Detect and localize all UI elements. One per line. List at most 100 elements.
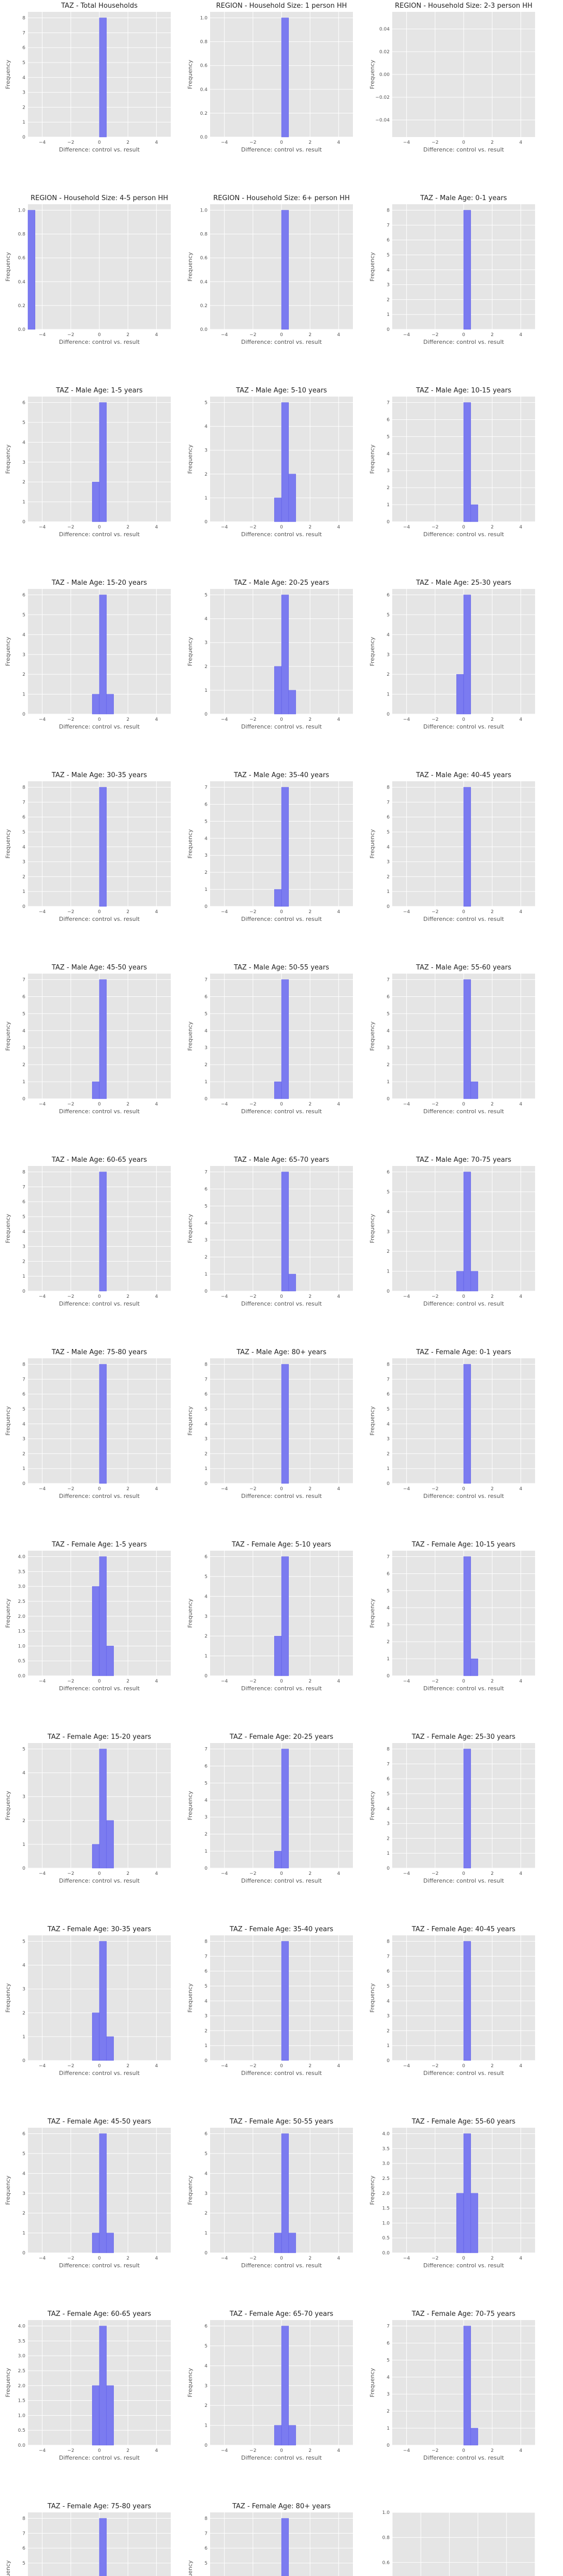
histogram-panel-40: TAZ - Female Age: 80+ years−4−2024012345… <box>187 2503 353 2576</box>
histogram-bar <box>99 2518 107 2576</box>
y-tick-label: 2 <box>204 1451 208 1457</box>
x-tick-label: −2 <box>432 332 438 338</box>
x-tick-label: −4 <box>39 1102 46 1107</box>
histogram-bar <box>99 1749 107 1869</box>
chart-title: TAZ - Male Age: 25-30 years <box>416 579 511 587</box>
y-axis-label: Frequency <box>187 637 194 666</box>
y-tick-label: 4 <box>387 451 390 457</box>
histogram-panel-31: TAZ - Female Age: 35-40 years −4 −2 0 2 4 0 1 2 3… <box>187 1926 353 2077</box>
x-tick-label: −2 <box>249 1487 256 1492</box>
y-tick-label: 0.8 <box>18 232 26 237</box>
x-tick-label: 0 <box>462 2064 465 2069</box>
histogram-panel-21: TAZ - Male Age: 75-80 years −4 −2 0 2 4 0 1 2 3 4 5… <box>5 1348 171 1499</box>
x-tick-label: 0 <box>98 1294 101 1299</box>
y-tick-label: 0.02 <box>379 50 390 55</box>
y-tick-label: 0 <box>204 2443 208 2448</box>
x-axis-label: Difference: control vs. result <box>423 1493 505 1499</box>
x-tick-label: 4 <box>520 1294 523 1299</box>
y-tick-label: 8 <box>22 785 25 791</box>
histogram-bar <box>463 210 471 330</box>
x-tick-label: 0 <box>280 717 283 722</box>
histogram-panel-7: TAZ - Male Age: 5-10 years −4 −2 0 2 4 0 1 2 3 4 5 D… <box>187 387 353 538</box>
x-axis-label: Difference: control vs. result <box>59 2262 140 2269</box>
x-tick-label: 2 <box>491 717 494 722</box>
y-tick-label: 4 <box>22 845 25 850</box>
histogram-bar <box>99 402 107 522</box>
y-tick-label: 2 <box>204 472 208 477</box>
y-axis-label: Frequency <box>187 59 194 89</box>
y-axis-label: Frequency <box>5 444 11 474</box>
y-tick-label: 5 <box>387 1190 390 1195</box>
x-tick-label: −2 <box>432 1487 438 1492</box>
histogram-bar <box>99 979 107 1099</box>
x-tick-label: −2 <box>249 140 256 145</box>
y-tick-label: 5 <box>204 1984 208 1989</box>
y-tick-label: 4 <box>22 440 25 445</box>
x-tick-label: 0 <box>98 1679 101 1684</box>
chart-title: TAZ - Female Age: 60-65 years <box>47 2310 151 2318</box>
x-tick-label: 0 <box>280 2064 283 2069</box>
histogram-bar <box>274 2425 282 2446</box>
y-axis-label: Frequency <box>5 829 11 858</box>
y-tick-label: 4 <box>22 1230 25 1235</box>
x-tick-label: −4 <box>39 2448 46 2453</box>
x-tick-label: 2 <box>491 1871 494 1876</box>
x-tick-label: 2 <box>308 1679 312 1684</box>
chart-title: TAZ - Female Age: 70-75 years <box>411 2310 515 2318</box>
y-tick-label: 8 <box>22 1362 25 1368</box>
x-tick-label: −2 <box>67 717 74 722</box>
x-tick-label: 2 <box>308 1102 312 1107</box>
y-tick-label: 4 <box>387 268 390 273</box>
chart-title: TAZ - Female Age: 30-35 years <box>47 1926 151 1933</box>
histogram-bar <box>92 2385 100 2446</box>
histogram-bar <box>463 1941 471 2061</box>
histogram-bar <box>106 694 114 715</box>
y-tick-label: 6 <box>387 1777 390 1782</box>
x-tick-label: 2 <box>491 1679 494 1684</box>
x-tick-label: 0 <box>98 910 101 915</box>
y-tick-label: 2 <box>22 2011 25 2016</box>
y-tick-label: 1 <box>204 1654 208 1659</box>
x-tick-label: 2 <box>126 717 129 722</box>
y-tick-label: 7 <box>22 800 25 805</box>
x-tick-label: −2 <box>67 2256 74 2261</box>
y-tick-label: 1 <box>204 2231 208 2236</box>
x-tick-label: −2 <box>67 332 74 338</box>
x-tick-label: −2 <box>249 332 256 338</box>
histogram-bar <box>92 1081 100 1099</box>
y-tick-label: 5 <box>204 1204 208 1209</box>
x-tick-label: 2 <box>126 910 129 915</box>
y-axis-label: Frequency <box>187 1598 194 1628</box>
x-tick-label: 4 <box>155 717 158 722</box>
x-tick-label: −4 <box>221 2448 228 2453</box>
y-tick-label: 0 <box>204 1866 208 1871</box>
y-tick-label: 6 <box>22 1392 25 1397</box>
y-axis-label: Frequency <box>5 59 11 89</box>
y-axis-label: Frequency <box>369 1214 376 1243</box>
x-tick-label: −2 <box>249 1871 256 1876</box>
y-tick-label: 0 <box>387 904 390 910</box>
y-tick-label: 0.0 <box>200 327 208 332</box>
y-tick-label: 2.0 <box>18 2384 26 2389</box>
chart-title: TAZ - Male Age: 45-50 years <box>51 964 147 972</box>
x-tick-label: −4 <box>39 1294 46 1299</box>
y-axis-label: Frequency <box>187 444 194 474</box>
y-tick-label: 0.4 <box>200 280 208 285</box>
y-tick-label: 2 <box>387 672 390 677</box>
x-tick-label: −4 <box>39 717 46 722</box>
y-axis-label: Frequency <box>369 1983 376 2012</box>
chart-title: REGION - Household Size: 2-3 person HH <box>395 2 532 10</box>
y-tick-label: 2 <box>22 2211 25 2216</box>
chart-title: TAZ - Female Age: 35-40 years <box>229 1926 333 1933</box>
x-tick-label: 4 <box>155 910 158 915</box>
y-tick-label: 4 <box>204 1028 208 1034</box>
y-tick-label: 4 <box>22 1422 25 1427</box>
histogram-bar <box>463 2326 471 2446</box>
y-tick-label: 0.0 <box>200 135 208 140</box>
histogram-bar <box>281 1364 289 1484</box>
y-axis-label: Frequency <box>369 1598 376 1628</box>
x-tick-label: −4 <box>221 2064 228 2069</box>
histogram-panel-22: TAZ - Male Age: 80+ years −4 −2 0 2 4 0 1 2 3 4 5 6 7… <box>187 1348 353 1499</box>
y-tick-label: 0 <box>204 2058 208 2064</box>
